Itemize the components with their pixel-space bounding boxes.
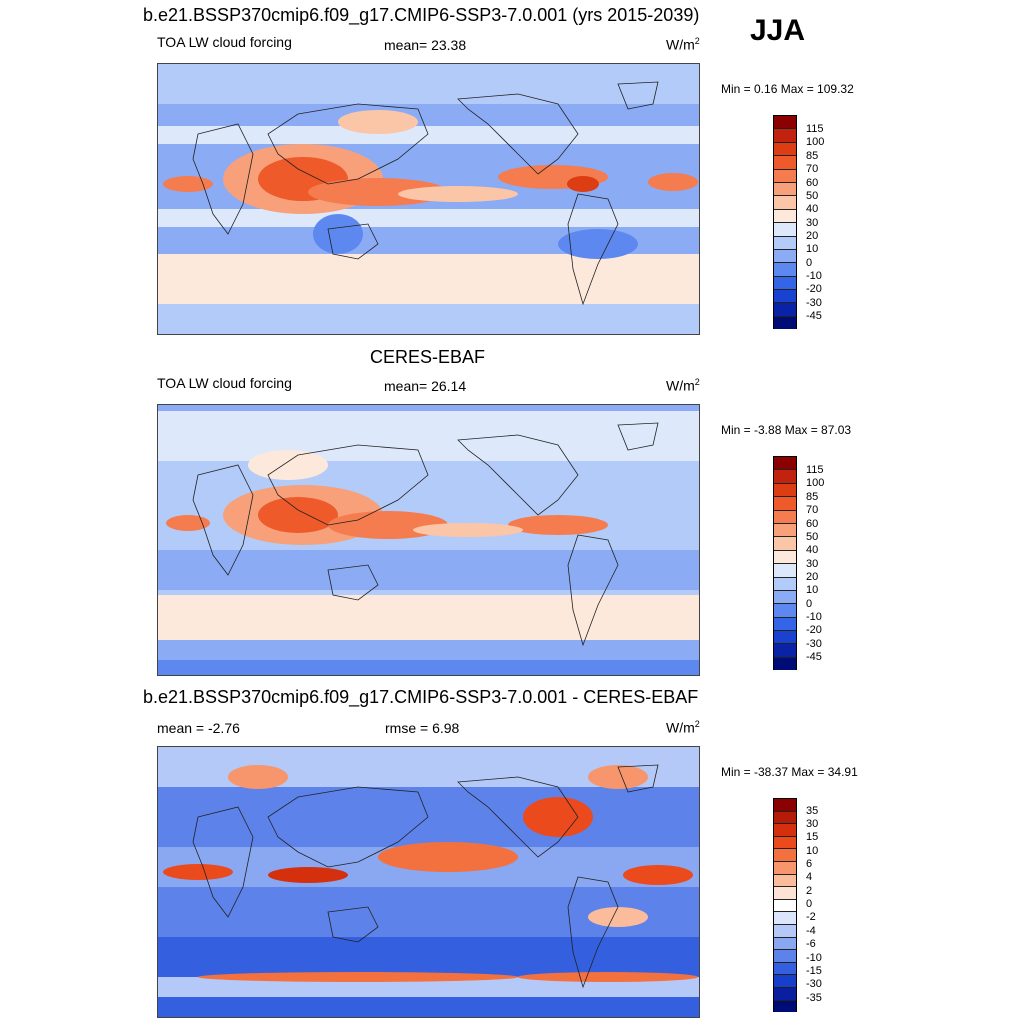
colorbar-label: 85 (806, 150, 819, 162)
colorbar-label: 60 (806, 177, 819, 189)
panel1-mean: mean= 23.38 (384, 37, 467, 53)
colorbar-label: 10 (806, 845, 819, 857)
panel3-header: b.e21.BSSP370cmip6.f09_g17.CMIP6-SSP3-7.… (143, 687, 699, 707)
colorbar-label: 30 (806, 558, 819, 570)
panel1-header: b.e21.BSSP370cmip6.f09_g17.CMIP6-SSP3-7.… (143, 5, 700, 25)
colorbar-label: 20 (806, 571, 819, 583)
panel1-colorbar (773, 115, 797, 329)
colorbar-label: 40 (806, 203, 819, 215)
colorbar-label: -45 (806, 310, 822, 322)
colorbar-label: 100 (806, 136, 825, 148)
colorbar-label: 6 (806, 858, 813, 870)
colorbar-label: -30 (806, 978, 822, 990)
colorbar-label: 10 (806, 584, 819, 596)
colorbar-label: 30 (806, 818, 819, 830)
colorbar-label: 60 (806, 518, 819, 530)
panel3-colorbar (773, 798, 797, 1012)
panel1-map (157, 63, 700, 335)
colorbar-label: -15 (806, 965, 822, 977)
panel1-minmax: Min = 0.16 Max = 109.32 (721, 82, 854, 96)
colorbar-label: -10 (806, 611, 822, 623)
colorbar-label: 0 (806, 257, 813, 269)
colorbar-label: -45 (806, 651, 822, 663)
colorbar-label: 115 (806, 464, 824, 476)
colorbar-label: -10 (806, 270, 822, 282)
panel3-mean: mean = -2.76 (157, 720, 240, 736)
colorbar-label: 15 (806, 831, 819, 843)
panel3-map (157, 746, 700, 1018)
colorbar-label: 2 (806, 885, 813, 897)
colorbar-label: 20 (806, 230, 819, 242)
colorbar-label: 30 (806, 217, 819, 229)
colorbar-label: -6 (806, 938, 816, 950)
panel1-variable: TOA LW cloud forcing (157, 34, 292, 50)
panel2-variable: TOA LW cloud forcing (157, 375, 292, 391)
colorbar-label: -2 (806, 911, 816, 923)
colorbar-label: -30 (806, 297, 822, 309)
colorbar-label: -10 (806, 952, 822, 964)
panel1-units: W/m2 (666, 36, 700, 53)
colorbar-label: 40 (806, 544, 819, 556)
panel3-minmax: Min = -38.37 Max = 34.91 (721, 765, 858, 779)
colorbar-label: 85 (806, 491, 819, 503)
colorbar-label: -20 (806, 624, 822, 636)
panel2-map (157, 404, 700, 676)
colorbar-label: 115 (806, 123, 824, 135)
colorbar-label: 50 (806, 190, 819, 202)
colorbar-label: 10 (806, 243, 819, 255)
colorbar-label: 70 (806, 163, 819, 175)
panel2-colorbar (773, 456, 797, 670)
panel2-header: CERES-EBAF (370, 347, 486, 367)
panel2-mean: mean= 26.14 (384, 378, 467, 394)
colorbar-label: 100 (806, 477, 825, 489)
colorbar-label: -35 (806, 992, 822, 1004)
panel2-minmax: Min = -3.88 Max = 87.03 (721, 423, 852, 437)
colorbar-label: -30 (806, 638, 822, 650)
colorbar-label: 0 (806, 598, 813, 610)
colorbar-label: 35 (806, 805, 819, 817)
season-label: JJA (750, 14, 806, 47)
panel2-units: W/m2 (666, 377, 700, 394)
panel3-units: W/m2 (666, 719, 700, 736)
colorbar-label: 50 (806, 531, 819, 543)
colorbar-label: 4 (806, 871, 813, 883)
colorbar-label: -4 (806, 925, 816, 937)
colorbar-label: -20 (806, 283, 822, 295)
colorbar-label: 70 (806, 504, 819, 516)
colorbar-label: 0 (806, 898, 813, 910)
panel3-rmse: rmse = 6.98 (385, 720, 460, 736)
